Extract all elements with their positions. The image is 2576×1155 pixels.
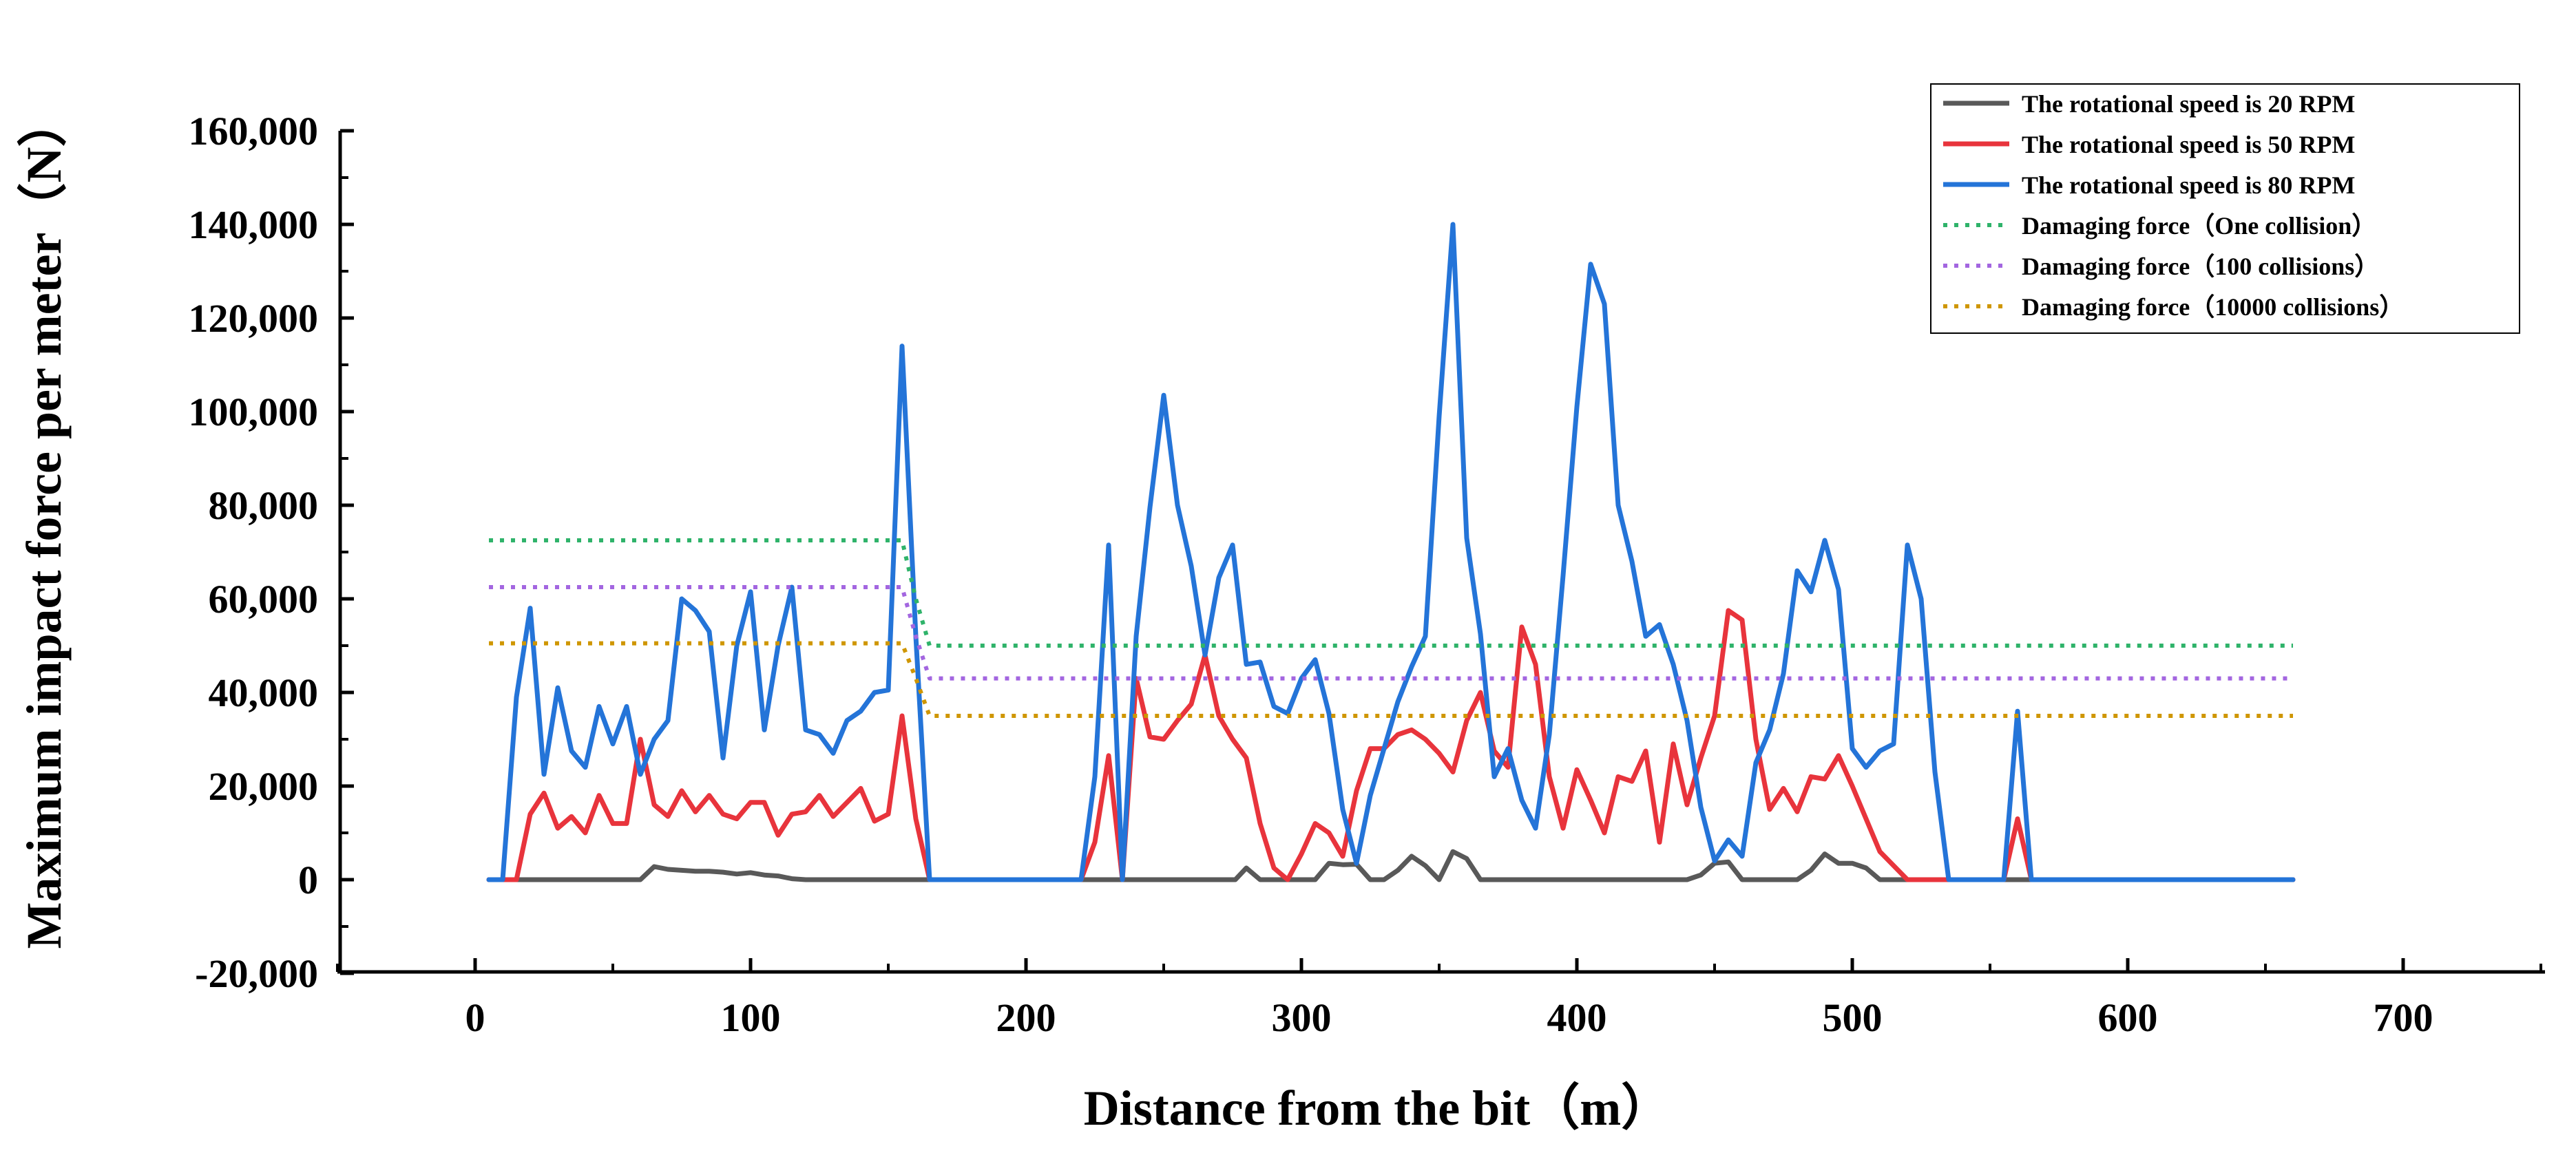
x-ticks: 0 100 200 300 400 500 600 700	[336, 958, 2542, 1040]
y-tick-label: 60,000	[209, 577, 319, 622]
y-axis-title: Maximum impact force per meter（N）	[17, 98, 72, 949]
y-tick-label: -20,000	[195, 951, 318, 996]
legend-frame	[1930, 83, 2520, 334]
series-lines	[486, 222, 2296, 882]
series-damaging-force-one-collision	[489, 538, 2293, 648]
series-the-rotational-speed-is-80-rpm	[486, 222, 2296, 882]
y-tick-label: 20,000	[209, 764, 319, 809]
y-tick-label: 0	[298, 858, 318, 902]
x-tick-label: 700	[2374, 995, 2433, 1040]
y-tick-label: 160,000	[189, 109, 319, 153]
legend-label: Damaging force（100 collisions）	[2022, 253, 2379, 280]
x-tick-label: 600	[2098, 995, 2158, 1040]
legend-label: The rotational speed is 20 RPM	[2022, 90, 2355, 118]
y-tick-label: 120,000	[189, 296, 319, 341]
series-damaging-force-100-collisions	[489, 585, 2293, 681]
x-tick-label: 0	[465, 995, 485, 1040]
legend: The rotational speed is 20 RPM The rotati…	[1930, 83, 2520, 334]
legend-label: The rotational speed is 50 RPM	[2022, 131, 2355, 158]
y-ticks: -20,000 0 20,000 40,000 60,000 80,000 100,000 1…	[189, 109, 354, 996]
y-tick-label: 140,000	[189, 202, 319, 247]
legend-items: The rotational speed is 20 RPM The rotati…	[1943, 90, 2404, 321]
x-tick-label: 300	[1272, 995, 1332, 1040]
legend-label: Damaging force（10000 collisions）	[2022, 293, 2404, 321]
y-tick-label: 40,000	[209, 670, 319, 715]
series-the-rotational-speed-is-50-rpm	[486, 608, 2296, 882]
x-tick-label: 200	[996, 995, 1056, 1040]
x-tick-label: 500	[1823, 995, 1883, 1040]
legend-label: The rotational speed is 80 RPM	[2022, 171, 2355, 199]
plot-area: -20,000 0 20,000 40,000 60,000 80,000 100,000 1…	[189, 109, 2545, 1040]
legend-label: Damaging force（One collision）	[2022, 212, 2376, 240]
series-damaging-force-10000-collisions	[489, 641, 2293, 718]
y-tick-label: 100,000	[189, 390, 319, 434]
x-axis-title: Distance from the bit（m）	[1084, 1081, 1671, 1136]
y-tick-label: 80,000	[209, 483, 319, 528]
x-tick-label: 400	[1547, 995, 1607, 1040]
x-tick-label: 100	[721, 995, 781, 1040]
series-the-rotational-speed-is-20-rpm	[486, 849, 2296, 882]
